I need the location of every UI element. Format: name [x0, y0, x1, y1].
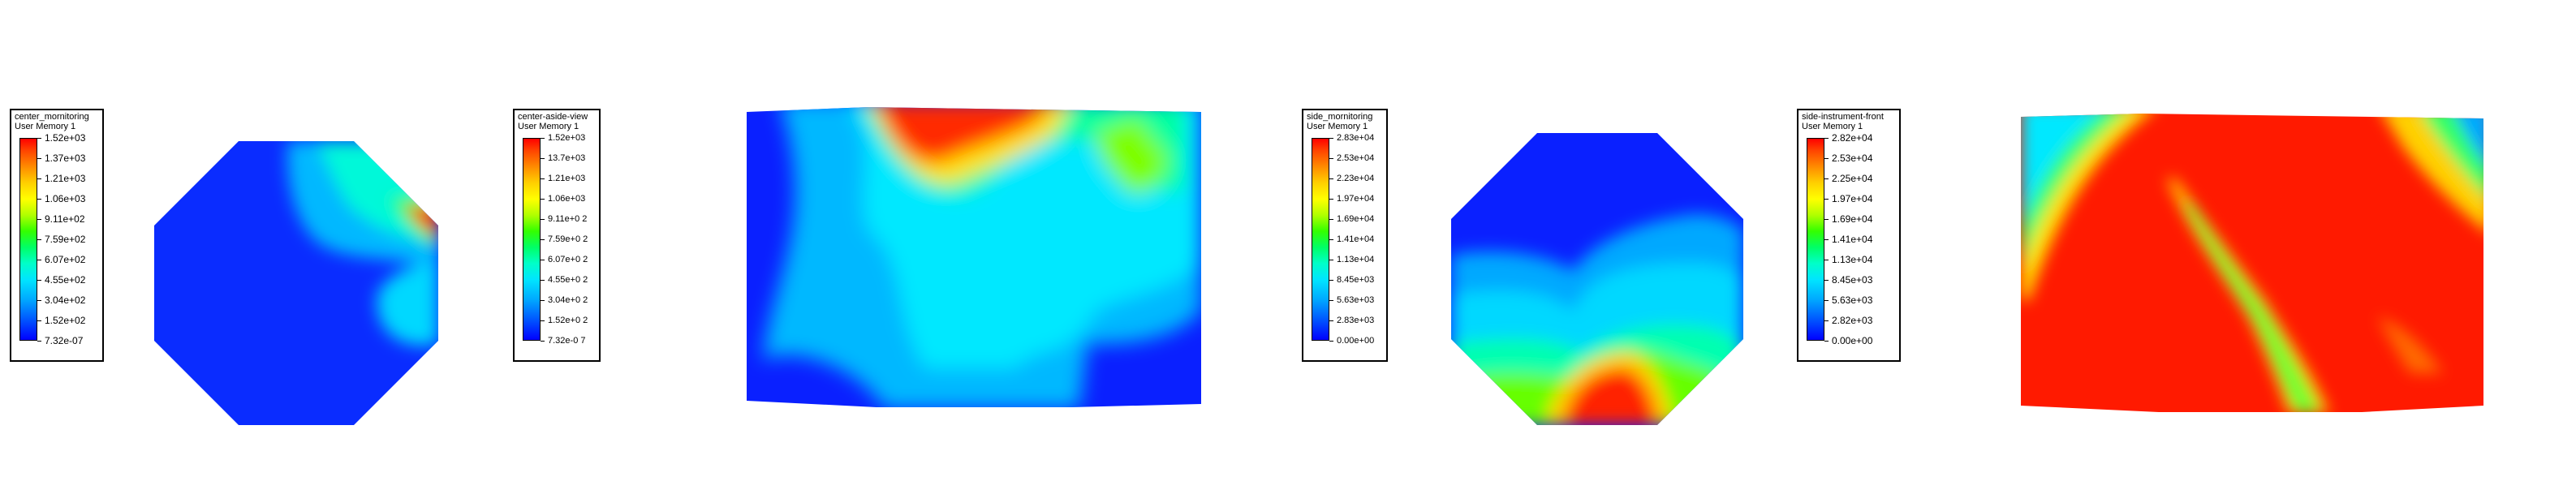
tick-label: 1.41e+04: [1824, 234, 1872, 245]
tick-label: 2.53e+04: [1824, 153, 1872, 164]
colorbar-ticks: 1.52e+03 13.7e+03 1.21e+03 1.06e+03 9.11…: [541, 133, 605, 346]
contour-plot-side-octagon: [1451, 133, 1743, 425]
tick-label: 1.69e+04: [1824, 213, 1872, 225]
legend-title: side-instrument-front: [1802, 112, 1884, 122]
tick-label: 13.7e+03: [541, 153, 585, 163]
tick-label: 9.11e+0 2: [541, 214, 587, 224]
tick-label: 2.82e+03: [1824, 315, 1872, 326]
tick-label: 7.32e-0 7: [541, 336, 585, 346]
tick-label: 1.97e+04: [1824, 193, 1872, 204]
legend-center-aside-view: center-aside-view User Memory 1 1.52e+03…: [513, 109, 601, 362]
tick-label: 1.52e+03: [541, 133, 585, 143]
contour-plot-side-instrument-front: [2021, 114, 2483, 412]
legend-subtitle: User Memory 1: [1802, 122, 1863, 131]
tick-label: 4.55e+0 2: [541, 275, 588, 285]
tick-label: 1.13e+04: [1329, 255, 1374, 264]
colorbar: [1807, 138, 1824, 341]
colorbar-ticks: 2.82e+04 2.53e+04 2.25e+04 1.97e+04 1.69…: [1824, 132, 1889, 346]
tick-label: 2.82e+04: [1824, 132, 1872, 144]
legend-title: center_mornitoring: [15, 112, 89, 122]
tick-label: 1.52e+03: [37, 132, 85, 144]
colorbar: [19, 138, 37, 341]
tick-label: 4.55e+02: [37, 274, 85, 286]
tick-label: 3.04e+02: [37, 294, 85, 306]
legend-subtitle: User Memory 1: [518, 122, 579, 131]
tick-label: 8.45e+03: [1329, 275, 1374, 285]
tick-label: 7.59e+0 2: [541, 234, 588, 244]
tick-label: 5.63e+03: [1329, 295, 1374, 305]
colorbar-ticks: 2.83e+04 2.53e+04 2.23e+04 1.97e+04 1.69…: [1329, 133, 1394, 346]
tick-label: 2.83e+04: [1329, 133, 1374, 143]
legend-side-mornitoring: side_mornitoring User Memory 1 2.83e+04 …: [1302, 109, 1388, 362]
legend-title: side_mornitoring: [1307, 112, 1373, 122]
tick-label: 8.45e+03: [1824, 274, 1872, 286]
tick-label: 2.25e+04: [1824, 173, 1872, 184]
tick-label: 1.06e+03: [541, 194, 585, 204]
tick-label: 7.32e-07: [37, 335, 83, 346]
contour-plot-center-octagon: [154, 141, 438, 425]
colorbar-ticks: 1.52e+03 1.37e+03 1.21e+03 1.06e+03 9.11…: [37, 132, 102, 346]
colorbar: [1312, 138, 1329, 341]
tick-label: 2.23e+04: [1329, 174, 1374, 183]
legend-subtitle: User Memory 1: [15, 122, 76, 131]
tick-label: 1.21e+03: [37, 173, 85, 184]
tick-label: 1.52e+0 2: [541, 316, 588, 325]
tick-label: 1.97e+04: [1329, 194, 1374, 204]
legend-title: center-aside-view: [518, 112, 588, 122]
tick-label: 1.69e+04: [1329, 214, 1374, 224]
tick-label: 0.00e+00: [1329, 336, 1374, 346]
colorbar: [523, 138, 541, 341]
tick-label: 7.59e+02: [37, 234, 85, 245]
legend-subtitle: User Memory 1: [1307, 122, 1368, 131]
tick-label: 2.53e+04: [1329, 153, 1374, 163]
tick-label: 1.13e+04: [1824, 254, 1872, 265]
tick-label: 1.52e+02: [37, 315, 85, 326]
tick-label: 1.06e+03: [37, 193, 85, 204]
tick-label: 1.37e+03: [37, 153, 85, 164]
tick-label: 6.07e+02: [37, 254, 85, 265]
tick-label: 3.04e+0 2: [541, 295, 588, 305]
tick-label: 2.83e+03: [1329, 316, 1374, 325]
legend-side-instrument-front: side-instrument-front User Memory 1 2.82…: [1797, 109, 1901, 362]
tick-label: 0.00e+00: [1824, 335, 1872, 346]
tick-label: 5.63e+03: [1824, 294, 1872, 306]
tick-label: 9.11e+02: [37, 213, 85, 225]
tick-label: 1.41e+04: [1329, 234, 1374, 244]
contour-plot-center-aside: [747, 107, 1201, 407]
tick-label: 6.07e+0 2: [541, 255, 588, 264]
tick-label: 1.21e+03: [541, 174, 585, 183]
legend-center-mornitoring: center_mornitoring User Memory 1 1.52e+0…: [10, 109, 104, 362]
